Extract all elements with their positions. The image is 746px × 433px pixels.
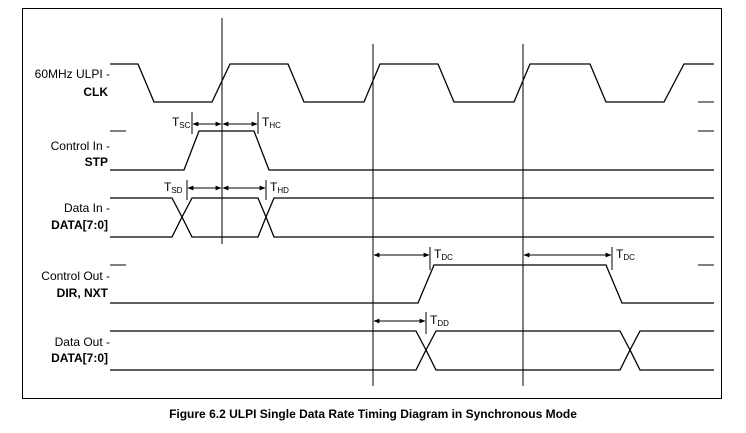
data-out-bus-top xyxy=(110,330,714,352)
tdd-label: TDD xyxy=(430,313,449,328)
thc-label: THC xyxy=(262,115,281,130)
stp-label-line1: Control In - xyxy=(51,139,110,153)
thd-label: THD xyxy=(270,180,289,195)
dir-nxt-label-line1: Control Out - xyxy=(41,269,110,283)
tdc-2-label: TDC xyxy=(616,247,635,262)
data-in-label-line2: DATA[7:0] xyxy=(51,218,108,232)
tdc-1-label: TDC xyxy=(434,247,453,262)
clk-waveform xyxy=(110,63,714,103)
data-out-label-line2: DATA[7:0] xyxy=(51,351,108,365)
data-out-bus-bottom xyxy=(110,348,714,371)
dir-nxt-waveform xyxy=(110,264,714,304)
data-in-bus-top xyxy=(110,197,714,219)
figure-caption: Figure 6.2 ULPI Single Data Rate Timing … xyxy=(169,407,577,421)
diagram-frame xyxy=(22,8,722,399)
clk-label-line1: 60MHz ULPI - xyxy=(35,67,110,81)
data-in-label-line1: Data In - xyxy=(64,201,110,215)
data-out-label-line1: Data Out - xyxy=(55,335,110,349)
data-in-bus-bottom xyxy=(110,215,714,238)
clk-label-line2: CLK xyxy=(83,85,108,99)
tsc-label: TSC xyxy=(172,115,191,130)
tsd-label: TSD xyxy=(164,180,183,195)
dir-nxt-label-line2: DIR, NXT xyxy=(57,286,109,300)
stp-label-line2: STP xyxy=(85,155,108,169)
stp-waveform xyxy=(110,130,714,171)
